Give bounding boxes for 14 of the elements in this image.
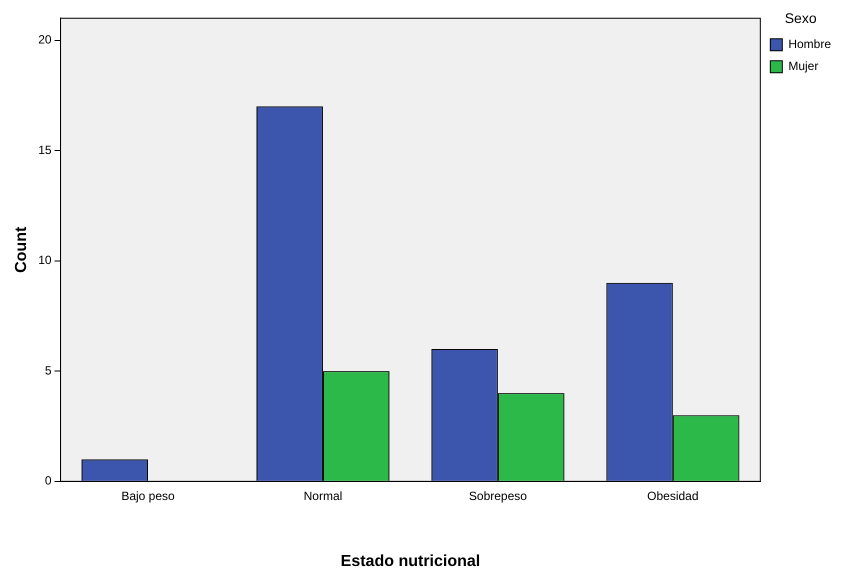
x-tick-label: Obesidad bbox=[647, 488, 699, 503]
x-axis-title: Estado nutricional bbox=[340, 552, 480, 570]
y-tick-label: 15 bbox=[38, 142, 52, 157]
y-tick-label: 5 bbox=[44, 363, 52, 378]
x-tick-label: Normal bbox=[304, 488, 342, 503]
y-axis-title: Count bbox=[13, 226, 30, 273]
legend-label: Mujer bbox=[788, 59, 818, 74]
legend-title: Sexo bbox=[784, 10, 817, 26]
legend-label: Hombre bbox=[788, 37, 832, 52]
x-tick-label: Bajo peso bbox=[121, 488, 176, 503]
x-tick-label: Sobrepeso bbox=[468, 488, 528, 503]
y-tick-label: 10 bbox=[38, 253, 52, 268]
y-tick-label: 20 bbox=[38, 32, 52, 47]
y-tick-label: 0 bbox=[44, 474, 52, 488]
